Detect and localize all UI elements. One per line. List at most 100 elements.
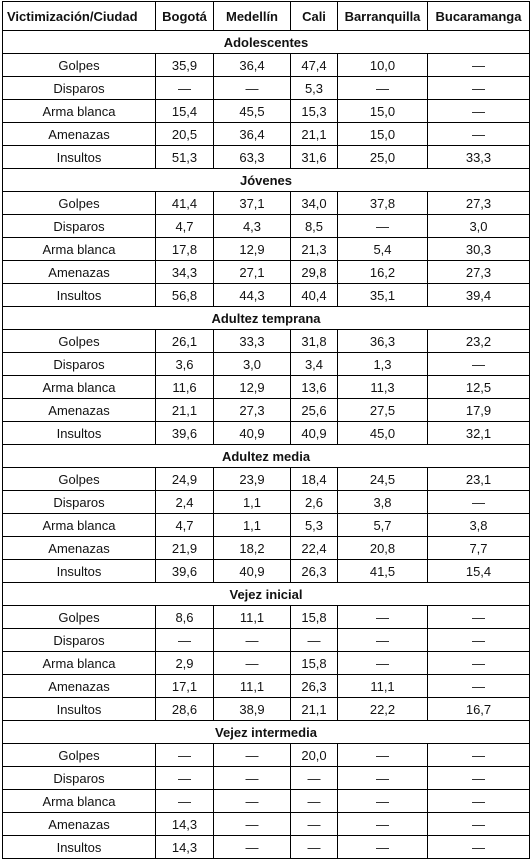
value-cell: 3,4 xyxy=(290,352,338,376)
value-cell: — xyxy=(337,76,428,100)
value-cell: 5,3 xyxy=(290,76,338,100)
section-title: Adolescentes xyxy=(2,30,530,54)
value-cell: 11,1 xyxy=(213,674,291,698)
value-cell: 38,9 xyxy=(213,697,291,721)
value-cell: 17,8 xyxy=(155,237,214,261)
data-row: Golpes 26,1 33,3 31,8 36,3 23,2 xyxy=(2,329,530,353)
value-cell: — xyxy=(427,352,530,376)
row-label: Golpes xyxy=(2,191,156,215)
value-cell: — xyxy=(213,835,291,859)
data-row: Amenazas 34,3 27,1 29,8 16,2 27,3 xyxy=(2,260,530,284)
value-cell: 28,6 xyxy=(155,697,214,721)
value-cell: — xyxy=(155,766,214,790)
value-cell: 12,5 xyxy=(427,375,530,399)
value-cell: — xyxy=(337,628,428,652)
value-cell: 27,5 xyxy=(337,398,428,422)
section-row: Vejez inicial xyxy=(2,582,530,606)
value-cell: — xyxy=(427,490,530,514)
value-cell: 15,0 xyxy=(337,122,428,146)
data-row: Arma blanca 11,6 12,9 13,6 11,3 12,5 xyxy=(2,375,530,399)
section-row: Adultez temprana xyxy=(2,306,530,330)
value-cell: 25,6 xyxy=(290,398,338,422)
value-cell: — xyxy=(427,76,530,100)
data-row: Disparos 4,7 4,3 8,5—3,0 xyxy=(2,214,530,238)
value-cell: 35,9 xyxy=(155,53,214,77)
value-cell: — xyxy=(427,99,530,123)
data-row: Arma blanca — — — — — xyxy=(2,789,530,813)
value-cell: 3,8 xyxy=(427,513,530,537)
value-cell: 40,9 xyxy=(213,559,291,583)
value-cell: 26,1 xyxy=(155,329,214,353)
value-cell: 3,6 xyxy=(155,352,214,376)
value-cell: — xyxy=(427,766,530,790)
header-cell: Medellín xyxy=(213,1,291,31)
value-cell: 23,9 xyxy=(213,467,291,491)
row-label: Arma blanca xyxy=(2,651,156,675)
data-row: Insultos 39,6 40,9 40,9 45,0 32,1 xyxy=(2,421,530,445)
value-cell: 4,7 xyxy=(155,214,214,238)
row-label: Disparos xyxy=(2,766,156,790)
value-cell: 29,8 xyxy=(290,260,338,284)
data-row: Arma blanca 2,9—15,8— — xyxy=(2,651,530,675)
value-cell: 3,0 xyxy=(213,352,291,376)
value-cell: 34,0 xyxy=(290,191,338,215)
value-cell: 14,3 xyxy=(155,835,214,859)
value-cell: 4,7 xyxy=(155,513,214,537)
row-label: Insultos xyxy=(2,421,156,445)
data-row: Insultos 28,6 38,9 21,1 22,2 16,7 xyxy=(2,697,530,721)
value-cell: 13,6 xyxy=(290,375,338,399)
row-label: Disparos xyxy=(2,628,156,652)
row-label: Golpes xyxy=(2,467,156,491)
value-cell: 14,3 xyxy=(155,812,214,836)
value-cell: — xyxy=(337,766,428,790)
row-label: Insultos xyxy=(2,697,156,721)
data-row: Amenazas 14,3— — — — xyxy=(2,812,530,836)
header-cell: Cali xyxy=(290,1,338,31)
value-cell: 24,5 xyxy=(337,467,428,491)
value-cell: 44,3 xyxy=(213,283,291,307)
section-title: Jóvenes xyxy=(2,168,530,192)
value-cell: — xyxy=(213,789,291,813)
value-cell: 33,3 xyxy=(427,145,530,169)
data-row: Disparos — — — — — xyxy=(2,628,530,652)
value-cell: 36,4 xyxy=(213,122,291,146)
row-label: Golpes xyxy=(2,329,156,353)
section-row: Adolescentes xyxy=(2,30,530,54)
value-cell: — xyxy=(337,651,428,675)
row-label: Amenazas xyxy=(2,674,156,698)
value-cell: 17,1 xyxy=(155,674,214,698)
value-cell: 39,6 xyxy=(155,559,214,583)
value-cell: — xyxy=(427,789,530,813)
row-label: Arma blanca xyxy=(2,237,156,261)
value-cell: 31,8 xyxy=(290,329,338,353)
value-cell: 20,0 xyxy=(290,743,338,767)
value-cell: 2,4 xyxy=(155,490,214,514)
value-cell: 21,1 xyxy=(155,398,214,422)
value-cell: 15,3 xyxy=(290,99,338,123)
value-cell: 8,6 xyxy=(155,605,214,629)
value-cell: 5,3 xyxy=(290,513,338,537)
value-cell: 36,3 xyxy=(337,329,428,353)
section-title: Adultez media xyxy=(2,444,530,468)
section-title: Adultez temprana xyxy=(2,306,530,330)
value-cell: 15,4 xyxy=(155,99,214,123)
value-cell: 23,2 xyxy=(427,329,530,353)
value-cell: — xyxy=(213,76,291,100)
value-cell: 41,4 xyxy=(155,191,214,215)
value-cell: 16,7 xyxy=(427,697,530,721)
value-cell: 21,9 xyxy=(155,536,214,560)
row-label: Amenazas xyxy=(2,812,156,836)
data-row: Insultos 51,3 63,3 31,6 25,0 33,3 xyxy=(2,145,530,169)
data-row: Amenazas 21,9 18,2 22,4 20,8 7,7 xyxy=(2,536,530,560)
value-cell: — xyxy=(290,835,338,859)
value-cell: — xyxy=(213,812,291,836)
value-cell: — xyxy=(290,766,338,790)
section-title: Vejez inicial xyxy=(2,582,530,606)
data-row: Disparos — —5,3— — xyxy=(2,76,530,100)
row-label: Arma blanca xyxy=(2,513,156,537)
value-cell: 12,9 xyxy=(213,237,291,261)
value-cell: — xyxy=(155,743,214,767)
data-row: Amenazas 17,1 11,1 26,3 11,1— xyxy=(2,674,530,698)
